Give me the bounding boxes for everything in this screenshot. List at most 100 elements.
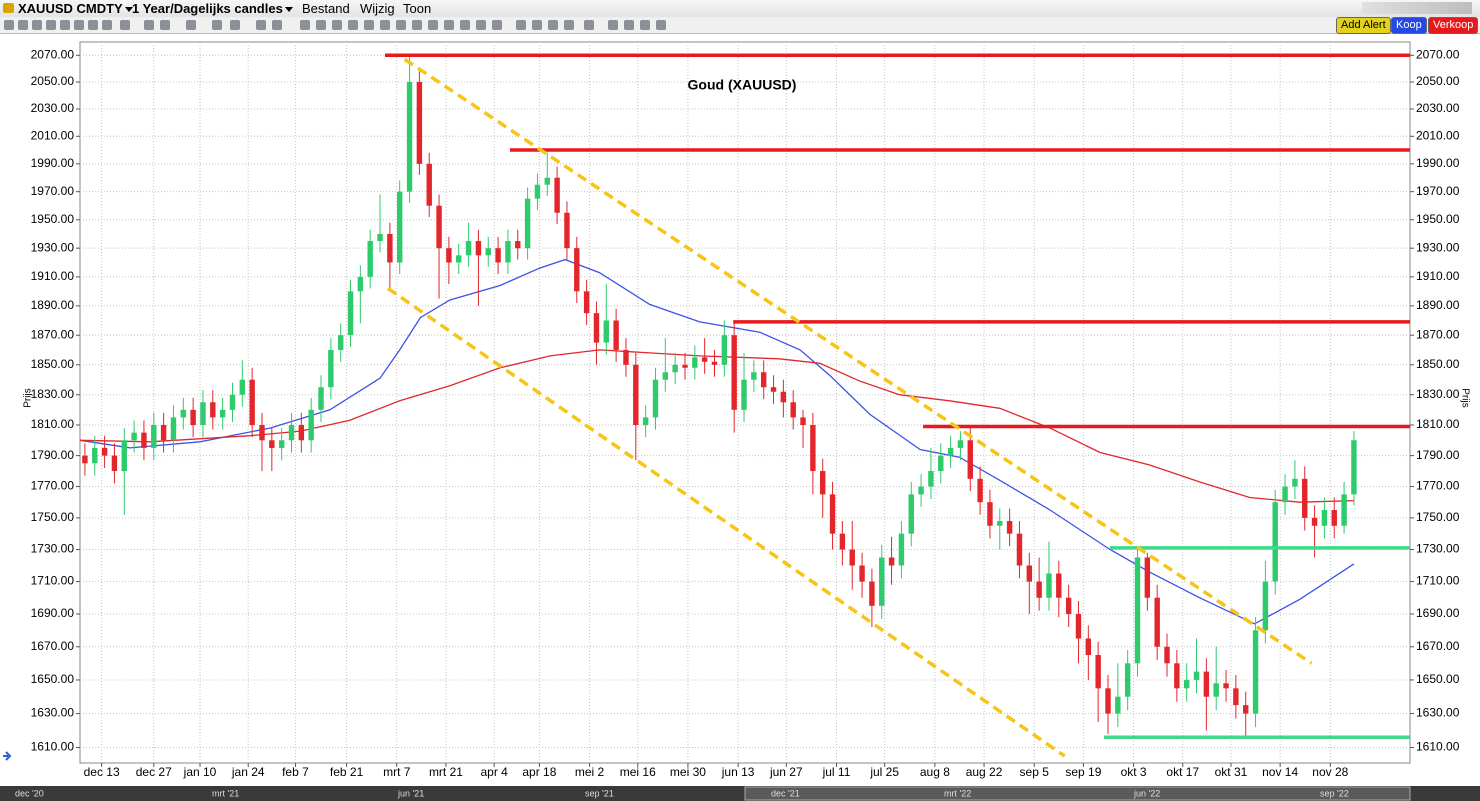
tool-icon[interactable] [380, 20, 390, 30]
tool-icon[interactable] [548, 20, 558, 30]
candle-body [849, 549, 855, 566]
menu-item[interactable]: Wijzig [360, 1, 395, 16]
tool-icon[interactable] [412, 20, 422, 30]
y-tick-label: 1870.00 [31, 327, 75, 341]
y-tick-label: 1930.00 [31, 240, 75, 254]
candle-body [141, 432, 147, 448]
tool-icon[interactable] [460, 20, 470, 30]
candle-body [1193, 671, 1200, 680]
tool-icon[interactable] [300, 20, 310, 30]
tool-icon[interactable] [4, 20, 14, 30]
tool-icon[interactable] [564, 20, 574, 30]
buy-button[interactable]: Koop [1391, 17, 1427, 34]
tool-icon[interactable] [144, 20, 154, 30]
tool-icon[interactable] [46, 20, 56, 30]
candle-body [701, 357, 708, 362]
candle-body [239, 379, 246, 395]
tool-icon[interactable] [18, 20, 28, 30]
tool-icon[interactable] [332, 20, 342, 30]
period[interactable]: 1 Year/Dagelijks candles [132, 1, 283, 16]
tool-icon[interactable] [256, 20, 266, 30]
candle-body [1233, 688, 1239, 706]
candle-body [347, 291, 354, 336]
tool-icon[interactable] [640, 20, 650, 30]
candle-body [820, 471, 826, 495]
y-tick-label-right: 1950.00 [1416, 212, 1460, 226]
candle-body [515, 241, 521, 249]
tool-icon[interactable] [102, 20, 112, 30]
period-selector[interactable]: 1 Year/Dagelijks candles [132, 1, 293, 16]
tool-icon[interactable] [348, 20, 358, 30]
y-tick-label-right: 1870.00 [1416, 327, 1460, 341]
y-tick-label: 2010.00 [31, 128, 75, 142]
tool-icon[interactable] [74, 20, 84, 30]
scroll-icon[interactable] [3, 751, 12, 761]
candle-body [328, 349, 334, 388]
tool-icon[interactable] [516, 20, 526, 30]
tool-icon[interactable] [88, 20, 98, 30]
y-tick-label: 1630.00 [31, 706, 75, 720]
navigator-label: mrt '21 [212, 788, 239, 798]
tool-icon[interactable] [316, 20, 326, 30]
tool-icon[interactable] [656, 20, 666, 30]
y-tick-label: 1850.00 [31, 357, 75, 371]
y-tick-label-right: 2010.00 [1416, 128, 1460, 142]
candle-body [505, 241, 511, 263]
menu-item[interactable]: Toon [403, 1, 432, 16]
tool-icon[interactable] [32, 20, 42, 30]
tool-icon[interactable] [60, 20, 70, 30]
candle-body [1124, 663, 1131, 697]
symbol[interactable]: XAUUSD CMDTY [18, 1, 123, 16]
candle-body [1243, 705, 1249, 714]
y-tick-label: 1790.00 [31, 448, 75, 462]
tool-icon[interactable] [212, 20, 222, 30]
candle-body [337, 335, 344, 350]
candle-body [1006, 521, 1013, 534]
y-tick-label: 1810.00 [31, 417, 75, 431]
candle-body [160, 425, 167, 441]
candle-body [1183, 679, 1190, 689]
navigator-window[interactable] [744, 786, 1411, 801]
candle-body [682, 364, 688, 368]
candle-body [731, 335, 737, 410]
menu-item[interactable]: Bestand [302, 1, 350, 16]
x-tick-label: nov 14 [1262, 765, 1298, 779]
tool-icon[interactable] [230, 20, 240, 30]
candle-body [1115, 696, 1121, 714]
tool-icon[interactable] [120, 20, 130, 30]
candle-body [583, 291, 590, 314]
x-tick-label: jan 10 [183, 765, 217, 779]
tool-icon[interactable] [272, 20, 282, 30]
candle-body [633, 364, 639, 426]
tool-icon[interactable] [492, 20, 502, 30]
tool-icon[interactable] [444, 20, 454, 30]
symbol-icon [3, 3, 14, 13]
candle-body [829, 494, 836, 534]
y-tick-label-right: 2070.00 [1416, 47, 1460, 61]
tool-icon[interactable] [160, 20, 170, 30]
navigator-label: jun '22 [1133, 788, 1160, 798]
candle-body [249, 379, 255, 426]
sell-button[interactable]: Verkoop [1428, 17, 1479, 34]
candle-body [131, 432, 137, 441]
candle-body [170, 417, 177, 441]
tool-icon[interactable] [396, 20, 406, 30]
tool-icon[interactable] [364, 20, 374, 30]
tool-icon[interactable] [476, 20, 486, 30]
candle-body [1085, 638, 1092, 656]
symbol-selector[interactable]: XAUUSD CMDTY [18, 1, 133, 16]
candle-body [711, 361, 718, 365]
candle-body [967, 440, 973, 479]
window-controls[interactable] [1362, 2, 1472, 14]
candle-body [397, 191, 403, 263]
tool-icon[interactable] [608, 20, 618, 30]
candle-body [524, 198, 531, 249]
tool-icon[interactable] [428, 20, 438, 30]
tool-icon[interactable] [532, 20, 542, 30]
tool-icon[interactable] [624, 20, 634, 30]
add-alert-button[interactable]: Add Alert [1336, 17, 1391, 34]
tool-icon[interactable] [186, 20, 196, 30]
candle-body [387, 233, 393, 263]
tool-icon[interactable] [584, 20, 594, 30]
